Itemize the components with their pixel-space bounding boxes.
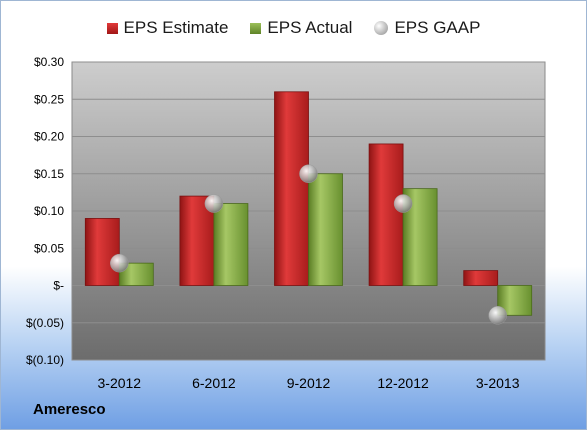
legend-swatch-gaap	[374, 21, 389, 35]
y-tick-label: $-	[53, 279, 64, 293]
y-tick-label: $0.10	[34, 204, 64, 218]
bar-eps-actual	[308, 173, 343, 286]
bar-eps-estimate	[368, 143, 404, 286]
x-tick-label: 9-2012	[287, 375, 331, 391]
marker-eps-gaap	[204, 194, 224, 213]
x-tick-label: 6-2012	[192, 375, 236, 391]
x-tick-label: 12-2012	[377, 375, 429, 391]
legend-label-actual: EPS Actual	[267, 18, 353, 37]
marker-eps-gaap	[393, 194, 413, 213]
legend-label-gaap: EPS GAAP	[394, 18, 481, 37]
y-tick-label: $0.30	[34, 55, 64, 69]
bar-eps-estimate	[179, 195, 215, 286]
marker-eps-gaap	[299, 164, 318, 183]
gaap-markers-layer	[110, 164, 507, 325]
marker-eps-gaap	[488, 306, 507, 325]
legend-item-gaap: EPS GAAP	[374, 18, 480, 38]
bars-layer	[84, 91, 533, 316]
y-tick-label: $0.05	[34, 241, 64, 255]
legend-swatch-actual	[250, 22, 262, 34]
y-tick-label: $0.20	[34, 130, 64, 144]
bar-eps-estimate	[463, 270, 499, 286]
bar-eps-estimate	[84, 218, 120, 286]
legend-item-estimate: EPS Estimate	[106, 18, 229, 38]
bar-eps-actual	[118, 262, 154, 286]
bar-eps-actual	[497, 285, 533, 316]
company-name: Ameresco	[33, 401, 106, 418]
legend-swatch-estimate	[106, 22, 118, 34]
x-tick-label: 3-2013	[476, 375, 520, 391]
legend-item-actual: EPS Actual	[250, 18, 352, 38]
x-axis: 3-2012 6-2012 9-2012 12-2012 3-2013	[98, 375, 520, 391]
bar-eps-estimate	[274, 91, 309, 286]
y-tick-label: $(0.05)	[26, 316, 64, 330]
x-tick-label: 3-2012	[98, 375, 142, 391]
y-axis: $0.30 $0.25 $0.20 $0.15 $0.10 $0.05 $- $(0.05) $…	[26, 55, 64, 367]
y-tick-label: $0.25	[34, 92, 64, 106]
legend: EPS Estimate EPS Actual EPS GAAP	[0, 14, 587, 42]
y-tick-label: $0.15	[34, 167, 64, 181]
y-tick-label: $(0.10)	[26, 353, 64, 367]
bar-eps-actual	[213, 203, 249, 286]
marker-eps-gaap	[110, 253, 129, 273]
legend-label-estimate: EPS Estimate	[123, 18, 229, 37]
